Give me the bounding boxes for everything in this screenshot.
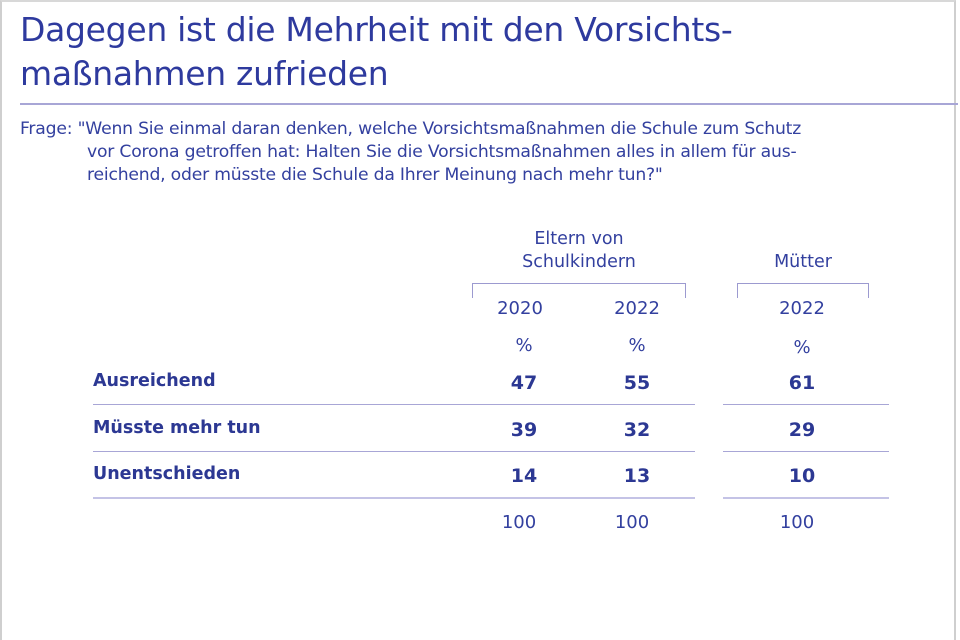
row-divider xyxy=(723,404,889,405)
total-value: 100 xyxy=(501,512,537,533)
question-line-3: reichend, oder müsste die Schule da Ihre… xyxy=(87,165,663,185)
row-divider xyxy=(723,497,889,499)
cell-value: 32 xyxy=(623,419,651,441)
question-prefix: Frage: xyxy=(20,119,73,139)
cell-value: 47 xyxy=(510,372,538,394)
question-line-1: Frage: "Wenn Sie einmal daran denken, we… xyxy=(20,119,802,139)
group-header-muetter: Mütter xyxy=(774,252,832,272)
title-line-2: maßnahmen zufrieden xyxy=(20,54,389,93)
row-label: Unentschieden xyxy=(93,464,241,484)
unit-label: % xyxy=(628,335,646,356)
column-year: 2022 xyxy=(614,298,660,319)
group-bracket-muetter xyxy=(737,283,869,298)
total-value: 100 xyxy=(614,512,650,533)
unit-label: % xyxy=(793,337,811,358)
cell-value: 61 xyxy=(788,372,816,394)
total-value: 100 xyxy=(779,512,815,533)
group-bracket-eltern xyxy=(472,283,686,298)
row-label: Müsste mehr tun xyxy=(93,418,261,438)
column-year: 2020 xyxy=(497,298,543,319)
row-divider xyxy=(93,404,695,405)
group-header-eltern-line-2: Schulkindern xyxy=(522,252,636,272)
row-label: Ausreichend xyxy=(93,371,216,391)
cell-value: 14 xyxy=(510,465,538,487)
page-title: Dagegen ist die Mehrheit mit den Vorsich… xyxy=(20,8,950,96)
title-line-1: Dagegen ist die Mehrheit mit den Vorsich… xyxy=(20,10,733,49)
question-line-2: vor Corona getroffen hat: Halten Sie die… xyxy=(87,142,797,162)
group-header-eltern: Eltern von Schulkindern xyxy=(479,228,679,274)
cell-value: 29 xyxy=(788,419,816,441)
unit-label: % xyxy=(515,335,533,356)
cell-value: 39 xyxy=(510,419,538,441)
row-divider xyxy=(93,451,695,452)
row-divider xyxy=(723,451,889,452)
row-divider xyxy=(93,497,695,499)
title-divider xyxy=(20,103,958,105)
cell-value: 10 xyxy=(788,465,816,487)
cell-value: 13 xyxy=(623,465,651,487)
survey-question: Frage: "Wenn Sie einmal daran denken, we… xyxy=(20,118,930,187)
cell-value: 55 xyxy=(623,372,651,394)
column-year: 2022 xyxy=(779,298,825,319)
group-header-eltern-line-1: Eltern von xyxy=(534,229,624,249)
